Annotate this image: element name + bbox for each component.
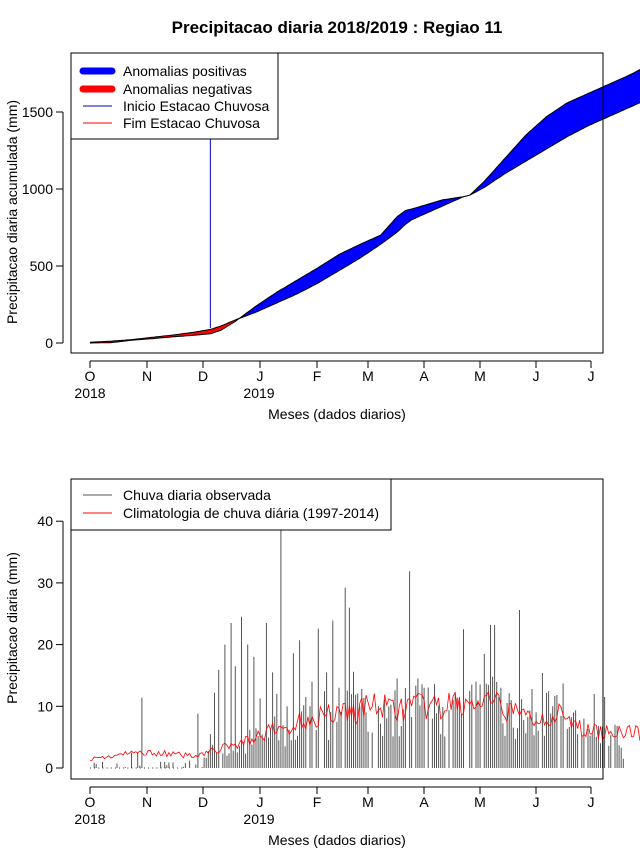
month-tick-label: M [474, 794, 486, 810]
y-axis: 0 500 1000 1500 [22, 104, 64, 351]
positive-anomaly-area-1 [237, 69, 640, 320]
y-tick-label: 40 [37, 513, 53, 529]
chart-title: Precipitacao diaria 2018/2019 : Regiao 1… [172, 18, 503, 37]
month-tick-label: M [362, 794, 374, 810]
x-axis: O N D J F M A M J J 2018 2019 [74, 786, 595, 827]
month-tick-label: N [142, 794, 152, 810]
daily-panel: 0 10 20 30 40 O N D J F M A M J J 2018 2019 Meses (dado… [4, 478, 640, 848]
y-axis-label: Precipitacao diaria acumulada (mm) [4, 100, 20, 324]
month-tick-label: J [257, 368, 264, 384]
month-tick-label: N [142, 368, 152, 384]
month-tick-label: J [588, 794, 595, 810]
month-tick-label: F [313, 368, 322, 384]
month-tick-label: J [533, 368, 540, 384]
month-tick-label: J [588, 368, 595, 384]
y-tick-label: 30 [37, 575, 53, 591]
y-tick-label: 0 [45, 335, 53, 351]
year-label: 2018 [74, 385, 105, 401]
month-tick-label: D [198, 794, 208, 810]
y-tick-label: 20 [37, 637, 53, 653]
y-tick-label: 1000 [22, 181, 53, 197]
legend: Chuva diaria observada Climatologia de c… [70, 478, 392, 531]
month-tick-label: M [474, 368, 486, 384]
x-axis-label: Meses (dados diarios) [268, 832, 406, 848]
legend: Anomalias positivas Anomalias negativas … [70, 52, 279, 140]
y-tick-label: 10 [37, 698, 53, 714]
month-tick-label: A [419, 368, 429, 384]
year-label: 2018 [74, 811, 105, 827]
daily-bars [90, 490, 624, 769]
legend-label-positive: Anomalias positivas [123, 63, 247, 79]
month-tick-label: J [257, 794, 264, 810]
month-tick-label: O [85, 794, 96, 810]
legend-box [70, 52, 279, 140]
y-axis: 0 10 20 30 40 [37, 513, 64, 776]
month-tick-label: A [419, 794, 429, 810]
month-tick-label: M [362, 368, 374, 384]
y-axis-label: Precipitacao diaria (mm) [4, 552, 20, 704]
y-tick-label: 0 [45, 760, 53, 776]
cumulative-panel: Precipitacao diaria 2018/2019 : Regiao 1… [4, 18, 640, 422]
month-tick-label: O [85, 368, 96, 384]
x-axis-label: Meses (dados diarios) [268, 406, 406, 422]
legend-label-observed: Chuva diaria observada [123, 487, 271, 503]
climatology-daily-line [89, 690, 640, 762]
legend-label-end: Fim Estacao Chuvosa [123, 115, 260, 131]
plot-frame [70, 52, 604, 354]
month-tick-label: J [533, 794, 540, 810]
y-tick-label: 1500 [22, 104, 53, 120]
year-label: 2019 [243, 385, 274, 401]
year-label: 2019 [243, 811, 274, 827]
legend-label-negative: Anomalias negativas [123, 81, 252, 97]
x-axis: O N D J F M A M J J 2018 2019 [74, 360, 595, 401]
anomaly-areas [90, 69, 640, 343]
month-tick-label: D [198, 368, 208, 384]
y-tick-label: 500 [30, 258, 54, 274]
negative-anomaly-area-0 [90, 318, 240, 343]
legend-box [70, 478, 392, 531]
legend-label-onset: Inicio Estacao Chuvosa [123, 98, 270, 114]
legend-label-climatology: Climatologia de chuva diária (1997-2014) [123, 505, 379, 521]
climatology-cumulative-line [89, 102, 640, 343]
month-tick-label: F [313, 794, 322, 810]
observed-cumulative-line [90, 68, 640, 344]
